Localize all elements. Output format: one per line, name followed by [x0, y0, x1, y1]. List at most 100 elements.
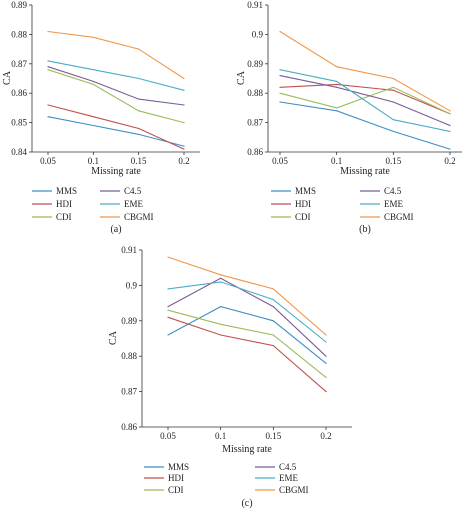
data-point	[272, 320, 274, 322]
series-line-cbgmi	[47, 30, 185, 79]
x-tick-label: 0.05	[272, 156, 288, 166]
data-point	[279, 86, 281, 88]
data-point	[47, 66, 49, 68]
legend-label: CBGMI	[279, 485, 309, 495]
series-line-c4-5	[167, 277, 327, 357]
data-point	[183, 148, 185, 150]
data-point	[92, 83, 94, 85]
data-point	[279, 101, 281, 103]
series-line-eme	[279, 69, 451, 132]
y-tick-label: 0.88	[11, 29, 27, 39]
y-tick-label: 0.86	[11, 88, 27, 98]
data-point	[272, 288, 274, 290]
legend-label: EME	[124, 199, 144, 209]
series-line-eme	[167, 281, 327, 343]
data-point	[272, 298, 274, 301]
y-tick-label: 0.89	[247, 59, 263, 69]
data-point	[279, 74, 281, 77]
series-line-mms	[167, 306, 327, 364]
y-tick-label: 0.9	[252, 29, 264, 39]
series-line-hdi	[279, 83, 451, 115]
series-line-cbgmi	[279, 31, 451, 112]
data-point	[325, 391, 327, 393]
data-point	[449, 148, 451, 150]
legend-label: C4.5	[384, 186, 402, 196]
data-point	[392, 86, 394, 88]
series-line-c4-5	[279, 75, 451, 127]
series-line-cdi	[47, 69, 185, 124]
legend-label: EME	[384, 199, 404, 209]
legend-label: C4.5	[124, 186, 142, 196]
chart-panel: 0.86 0.87 0.88 0.89 0.9 0.91 0.05 0.1 0.15 0.2 Mis…	[108, 245, 352, 509]
data-point	[392, 101, 394, 103]
data-point	[449, 124, 451, 127]
data-point	[336, 107, 338, 109]
panel-label: (c)	[241, 498, 252, 509]
series-line-mms	[279, 101, 451, 150]
data-point	[47, 104, 49, 106]
x-tick-label: 0.15	[131, 156, 147, 166]
x-tick-label: 0.15	[265, 431, 281, 441]
data-point	[167, 306, 169, 308]
y-axis-label: CA	[108, 330, 119, 345]
data-point	[220, 274, 222, 276]
data-point	[325, 341, 327, 343]
chart-panel: 0.86 0.87 0.88 0.89 0.9 0.91 0.05 0.1 0.15 0.2 Mis…	[236, 0, 462, 235]
legend-label: EME	[279, 473, 299, 483]
legend-label: HDI	[56, 199, 72, 209]
data-point	[220, 323, 222, 325]
series-line-cbgmi	[167, 256, 327, 336]
data-point	[449, 110, 451, 112]
y-tick-label: 0.89	[11, 0, 27, 10]
series-line-eme	[47, 60, 185, 91]
data-point	[272, 334, 274, 336]
x-tick-label: 0.2	[444, 156, 455, 166]
chart-panel: 0.84 0.85 0.86 0.87 0.88 0.89 0.05 0.1 0.15 0.2 Mi…	[2, 0, 200, 235]
data-point	[392, 130, 394, 133]
x-axis-label: Missing rate	[222, 444, 272, 455]
x-axis-label: Missing rate	[340, 166, 390, 177]
data-point	[47, 60, 49, 62]
y-tick-label: 0.9	[126, 280, 138, 290]
data-point	[167, 316, 169, 318]
data-point	[92, 36, 94, 38]
y-axis-label: CA	[236, 70, 247, 85]
data-point	[325, 376, 327, 379]
data-point	[220, 306, 222, 308]
data-point	[92, 124, 94, 127]
legend-label: CDI	[295, 212, 311, 222]
data-point	[279, 30, 281, 33]
data-point	[47, 116, 49, 118]
series-line-hdi	[47, 104, 185, 150]
data-point	[336, 83, 338, 85]
y-tick-label: 0.87	[121, 387, 137, 397]
y-tick-label: 0.86	[121, 422, 137, 432]
data-point	[92, 116, 94, 118]
y-tick-label: 0.86	[247, 147, 263, 157]
data-point	[392, 77, 394, 80]
data-point	[92, 69, 94, 71]
panel-label: (a)	[110, 224, 121, 235]
y-tick-label: 0.85	[11, 118, 27, 128]
x-tick-label: 0.05	[40, 156, 56, 166]
data-point	[449, 113, 451, 115]
data-point	[336, 86, 338, 88]
y-tick-label: 0.88	[247, 88, 263, 98]
data-point	[183, 104, 185, 106]
data-point	[336, 80, 338, 83]
data-point	[167, 334, 169, 336]
data-point	[220, 281, 222, 283]
panel-label: (b)	[359, 224, 371, 235]
series-line-cdi	[167, 309, 327, 378]
legend-label: MMS	[168, 462, 189, 472]
data-point	[47, 69, 49, 71]
legend-label: HDI	[295, 199, 311, 209]
data-point	[220, 277, 222, 279]
series-line-cdi	[279, 86, 451, 115]
legend-label: CDI	[168, 485, 184, 495]
data-point	[272, 306, 274, 308]
y-tick-label: 0.89	[121, 316, 137, 326]
x-tick-label: 0.15	[385, 156, 401, 166]
legend-label: CBGMI	[384, 212, 414, 222]
